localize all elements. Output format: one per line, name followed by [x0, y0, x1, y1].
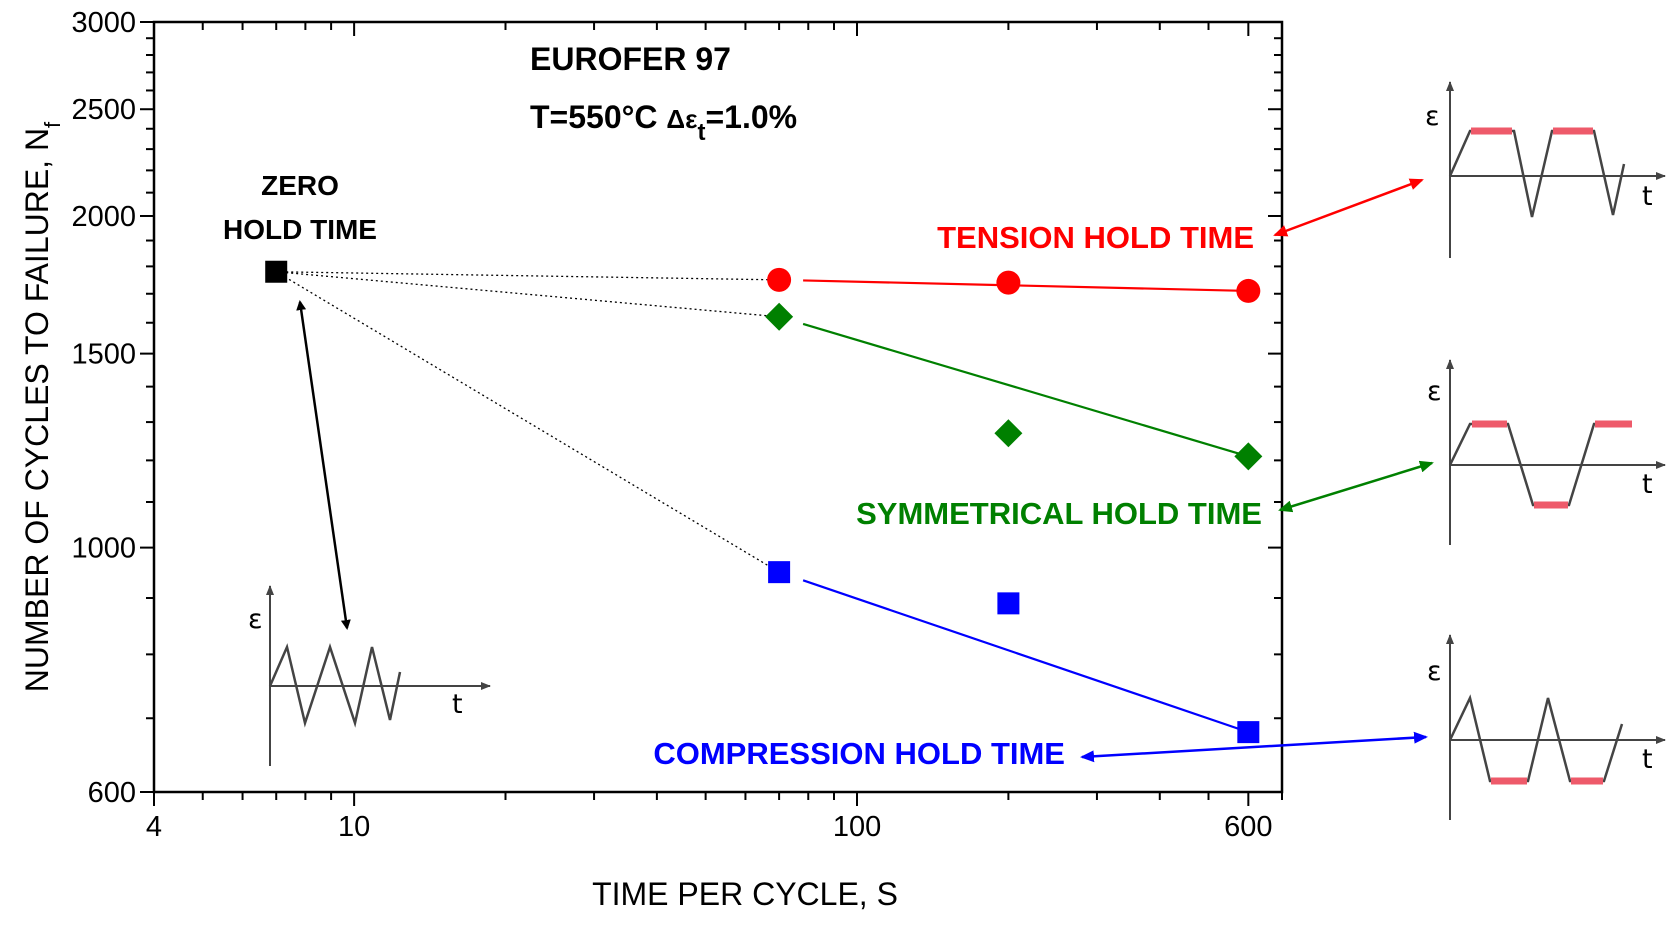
x-tick-label: 4: [146, 811, 162, 843]
x-tick-label: 100: [833, 811, 881, 843]
inset-zero-time-symbol: t: [452, 689, 463, 720]
y-tick-label: 3000: [71, 7, 136, 39]
y-tick-label: 2000: [71, 201, 136, 233]
y-tick-label: 1000: [71, 533, 136, 565]
y-axis-tick-labels: 600 1000 1500 2000 2500 3000: [71, 7, 136, 809]
title-delta-strain: Δε: [666, 104, 697, 134]
series-fit-lines: [802, 279, 1249, 734]
x-tick-label: 600: [1224, 811, 1272, 843]
series-0-point: [1236, 278, 1261, 303]
compression-arrow: [1080, 731, 1428, 763]
inset-compression-strain-symbol: ε: [1427, 656, 1442, 687]
connector-dotted-line: [276, 271, 780, 318]
tension-hold-label: TENSION HOLD TIME: [937, 220, 1254, 255]
plot-frame: [152, 20, 1284, 794]
x-axis-tick-labels: 4 10 100 600: [146, 811, 1273, 843]
symmetrical-hold-label: SYMMETRICAL HOLD TIME: [856, 496, 1262, 531]
x-tick-label: 10: [338, 811, 370, 843]
y-axis-title: NUMBER OF CYCLES TO FAILURE, Nf: [19, 121, 65, 692]
inset-tension-waveform-line: [1448, 129, 1626, 218]
zero-hold-point: [265, 260, 288, 283]
series-0-point: [996, 270, 1021, 295]
x-axis-ticks: [153, 22, 1283, 806]
inset-symmetrical-hold-waveform: ε t: [1427, 359, 1666, 545]
zero-hold-label-line2: HOLD TIME: [223, 214, 377, 245]
series-line-1: [802, 322, 1249, 458]
inset-tension-time-symbol: t: [1642, 181, 1653, 212]
inset-tension-hold-waveform: ε t: [1425, 81, 1666, 258]
zero-hold-arrow: [296, 300, 351, 630]
series-markers: [265, 260, 1263, 744]
y-axis-title-main: NUMBER OF CYCLES TO FAILURE, N: [19, 128, 55, 692]
connector-dotted-line: [275, 271, 780, 573]
title-strain-value: =1.0%: [705, 99, 797, 135]
series-1-point: [1234, 442, 1263, 471]
y-tick-label: 2500: [71, 94, 136, 126]
tension-arrow: [1273, 178, 1424, 237]
y-tick-label: 1500: [71, 339, 136, 371]
inset-zero-waveform-line: [268, 642, 402, 728]
x-axis-title: TIME PER CYCLE, S: [592, 876, 898, 912]
inset-compression-hold-waveform: ε t: [1427, 634, 1666, 820]
series-2-point: [1237, 721, 1260, 744]
title-delta-subscript: t: [697, 119, 705, 146]
y-axis-ticks: [140, 21, 1282, 793]
series-0-point: [767, 267, 792, 292]
compression-hold-label: COMPRESSION HOLD TIME: [653, 736, 1065, 771]
zero-hold-label-line1: ZERO: [261, 170, 339, 201]
inset-symmetrical-waveform-line: [1448, 422, 1632, 507]
inset-compression-time-symbol: t: [1642, 744, 1653, 775]
series-2-point: [768, 561, 791, 584]
inset-symmetrical-strain-symbol: ε: [1427, 376, 1442, 407]
chart-title-material: EUROFER 97: [530, 41, 731, 77]
inset-zero-hold-waveform: ε t: [248, 585, 491, 766]
symmetrical-arrow: [1278, 460, 1434, 513]
title-temperature: T=550°C: [530, 99, 666, 135]
series-1-point: [994, 419, 1023, 448]
y-tick-label: 600: [88, 777, 136, 809]
series-line-0: [803, 279, 1249, 293]
connector-dotted-line: [276, 271, 780, 281]
chart-title-conditions: T=550°C Δεt=1.0%: [530, 99, 797, 146]
inset-tension-strain-symbol: ε: [1425, 101, 1440, 132]
y-axis-title-subscript: f: [40, 121, 65, 128]
zero-hold-connector-lines: [275, 271, 780, 573]
series-line-2: [802, 579, 1249, 734]
inset-zero-strain-symbol: ε: [248, 604, 263, 635]
series-1-point: [765, 302, 794, 331]
inset-symmetrical-time-symbol: t: [1642, 469, 1653, 500]
series-2-point: [997, 592, 1020, 615]
